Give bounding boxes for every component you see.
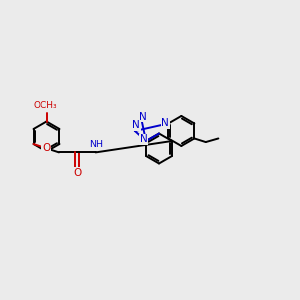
Text: N: N xyxy=(140,112,147,122)
Text: OCH₃: OCH₃ xyxy=(33,101,57,110)
Text: NH: NH xyxy=(89,140,103,149)
Text: N: N xyxy=(132,120,140,130)
Text: N: N xyxy=(140,134,148,145)
Text: O: O xyxy=(73,168,81,178)
Text: O: O xyxy=(42,143,50,153)
Text: N: N xyxy=(161,118,169,128)
